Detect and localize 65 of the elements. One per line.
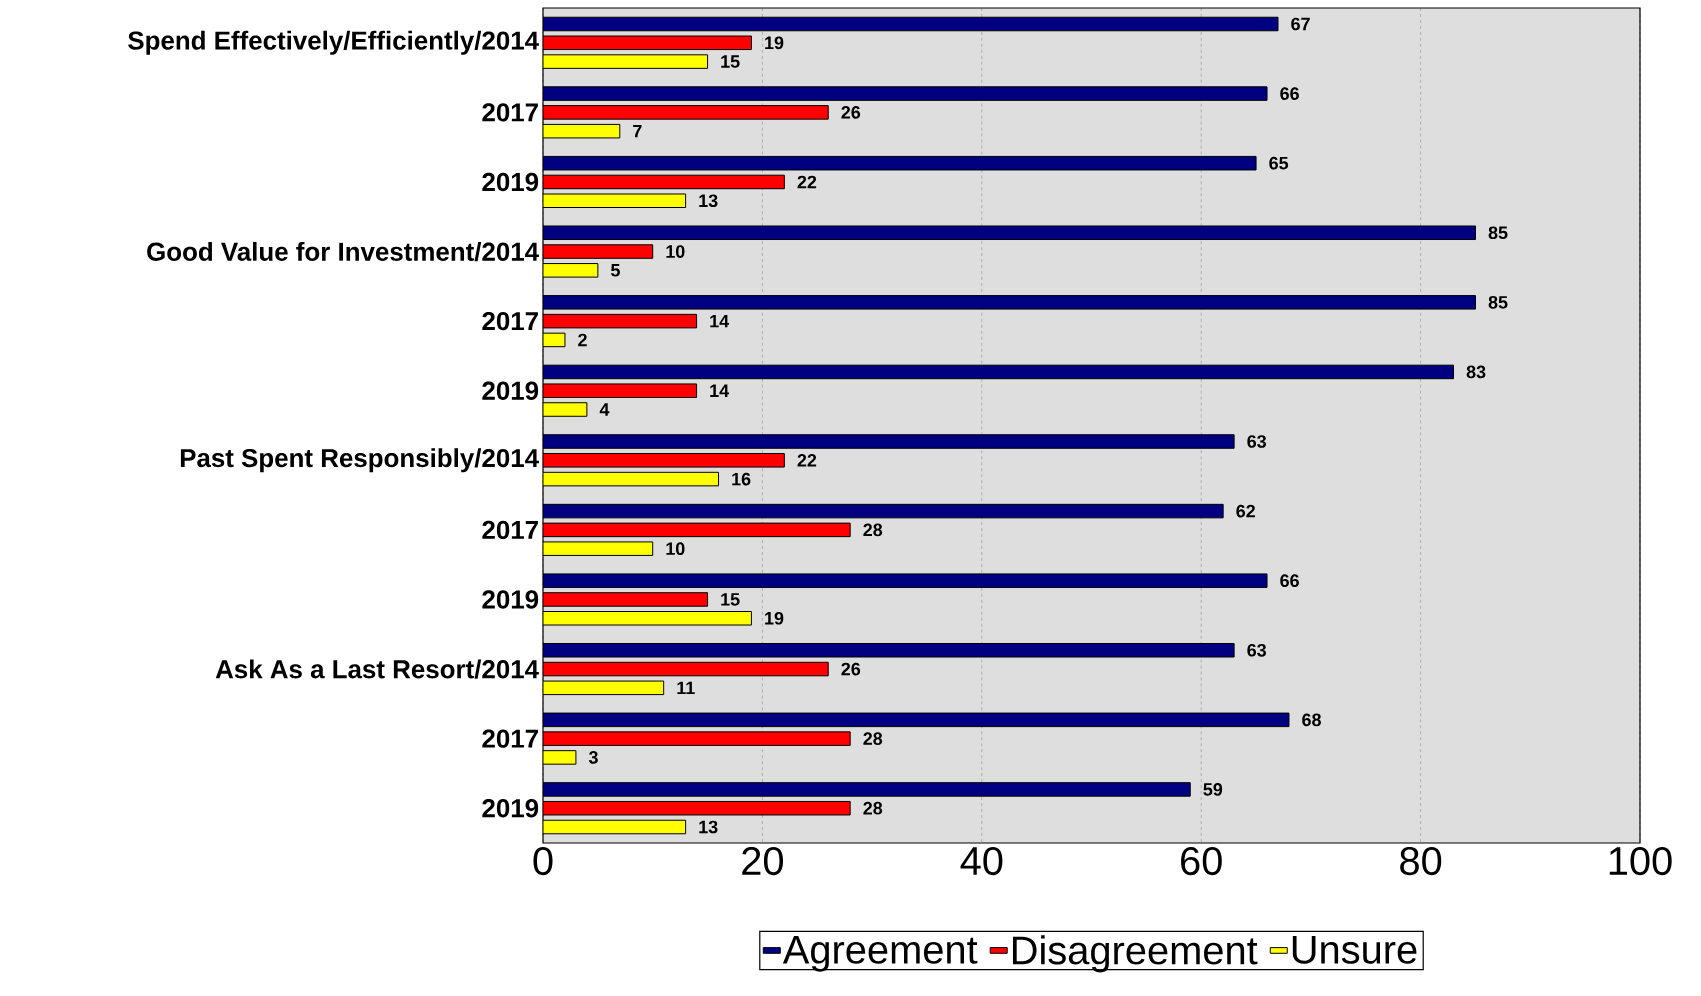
legend-label: Disagreement — [1012, 935, 1258, 973]
data-label: 7 — [633, 124, 642, 138]
data-label: 15 — [721, 593, 740, 606]
bar — [543, 782, 1191, 797]
x-tick-label: 80 — [1400, 846, 1442, 876]
data-label: 15 — [721, 55, 740, 68]
data-label: 28 — [863, 801, 883, 815]
y-tick-label: 2017 — [482, 729, 538, 748]
data-label: 26 — [841, 106, 861, 119]
data-label: 3 — [588, 751, 598, 764]
data-label: 14 — [710, 384, 730, 397]
data-label: 26 — [841, 662, 861, 676]
y-tick-label: Past Spent Responsibly/2014 — [180, 448, 539, 473]
x-tick-label: 100 — [1609, 846, 1672, 876]
data-label: 59 — [1203, 783, 1223, 796]
data-label: 14 — [710, 314, 730, 328]
data-label: 28 — [863, 732, 883, 745]
bar — [543, 402, 588, 417]
y-tick-label: Ask As a Last Resort/2014 — [215, 659, 539, 679]
y-tick-label: 2019 — [482, 799, 539, 818]
bar — [543, 244, 654, 259]
bar — [543, 750, 577, 765]
data-label: 85 — [1488, 226, 1508, 240]
data-label: 13 — [699, 194, 718, 208]
data-label: 28 — [863, 523, 883, 537]
y-tick-label: 2017 — [482, 311, 538, 331]
data-label: 2 — [578, 333, 587, 347]
data-label: 16 — [732, 472, 751, 486]
legend-label: Unsure — [1292, 936, 1417, 964]
bar — [543, 592, 709, 607]
data-label: 10 — [666, 542, 685, 556]
bar — [543, 434, 1235, 449]
data-label: 10 — [666, 245, 685, 258]
x-tick-label: 20 — [742, 846, 784, 876]
data-label: 4 — [599, 403, 610, 416]
data-label: 11 — [677, 681, 695, 695]
data-label: 22 — [797, 454, 817, 467]
y-tick-label: 2017 — [482, 103, 538, 122]
y-tick-label: 2019 — [482, 590, 539, 609]
y-tick-label: Good Value for Investment/2014 — [147, 241, 539, 262]
data-label: 67 — [1291, 17, 1310, 31]
data-label: 68 — [1302, 713, 1321, 727]
y-tick-label: Spend Effectively/Efficiently/2014 — [128, 30, 539, 55]
data-label: 85 — [1488, 295, 1508, 309]
data-label: 22 — [797, 175, 817, 189]
legend-label: Agreement — [782, 936, 978, 972]
y-tick-label: 2017 — [482, 520, 538, 540]
data-label: 19 — [765, 36, 784, 50]
y-tick-label: 2019 — [482, 381, 539, 400]
data-label: 63 — [1247, 435, 1267, 448]
data-label: 66 — [1280, 87, 1299, 100]
y-tick-label: 2019 — [482, 172, 539, 192]
data-label: 19 — [765, 611, 784, 625]
data-label: 66 — [1280, 574, 1299, 588]
data-label: 13 — [699, 820, 718, 834]
data-label: 5 — [611, 264, 620, 277]
bar — [543, 54, 709, 69]
data-label: 65 — [1269, 156, 1289, 170]
x-tick-label: 60 — [1181, 846, 1222, 876]
x-tick-label: 40 — [960, 846, 1003, 876]
bar — [543, 86, 1268, 101]
data-label: 83 — [1466, 365, 1486, 379]
data-label: 63 — [1247, 643, 1267, 657]
x-tick-label: 0 — [533, 846, 553, 876]
data-label: 62 — [1236, 504, 1255, 518]
